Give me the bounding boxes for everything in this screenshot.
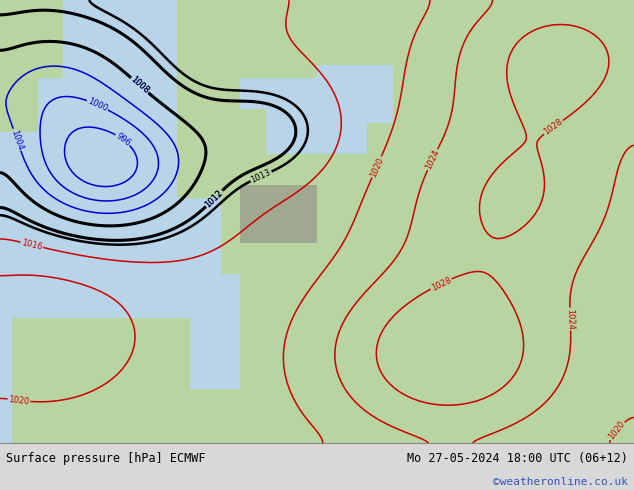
Text: 1020: 1020 bbox=[607, 419, 626, 441]
Text: 1028: 1028 bbox=[542, 118, 565, 137]
Text: 1013: 1013 bbox=[250, 168, 273, 185]
Text: 1008: 1008 bbox=[129, 75, 151, 96]
Text: 1012: 1012 bbox=[204, 188, 225, 209]
Text: 1000: 1000 bbox=[86, 97, 109, 113]
Text: 1020: 1020 bbox=[368, 155, 385, 178]
Text: ©weatheronline.co.uk: ©weatheronline.co.uk bbox=[493, 477, 628, 487]
Text: Mo 27-05-2024 18:00 UTC (06+12): Mo 27-05-2024 18:00 UTC (06+12) bbox=[407, 452, 628, 465]
Text: 1024: 1024 bbox=[566, 309, 575, 330]
Text: 1012: 1012 bbox=[204, 188, 225, 209]
Text: 1004: 1004 bbox=[10, 128, 25, 151]
Text: 1008: 1008 bbox=[129, 75, 151, 96]
Text: 1024: 1024 bbox=[424, 148, 441, 171]
Text: 1020: 1020 bbox=[8, 394, 30, 406]
Text: 996: 996 bbox=[114, 131, 132, 148]
Text: 1016: 1016 bbox=[20, 238, 43, 252]
Text: 1028: 1028 bbox=[430, 275, 453, 293]
Text: Surface pressure [hPa] ECMWF: Surface pressure [hPa] ECMWF bbox=[6, 452, 206, 465]
